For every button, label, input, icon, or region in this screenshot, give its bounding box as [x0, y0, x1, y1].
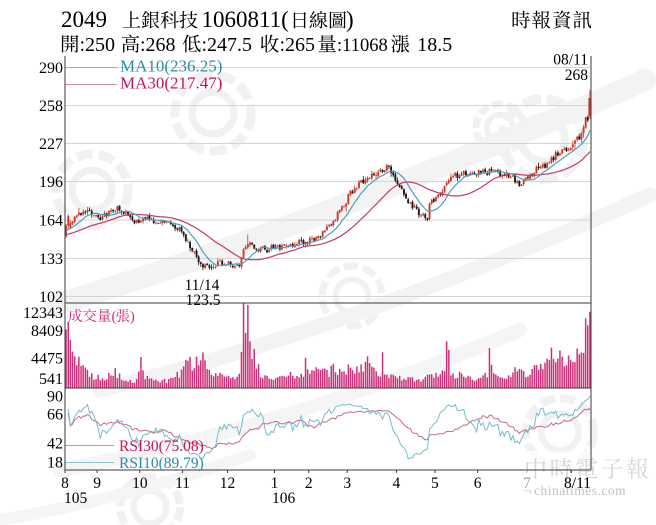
svg-text:12343: 12343 — [23, 305, 63, 322]
svg-text:4: 4 — [393, 475, 401, 492]
svg-text:18: 18 — [47, 455, 63, 472]
svg-text:08/11: 08/11 — [553, 52, 588, 69]
svg-text:90: 90 — [47, 389, 63, 406]
svg-text:(: ( — [112, 309, 117, 325]
svg-text:RSI30(75.08): RSI30(75.08) — [119, 438, 204, 455]
svg-text::250: :250 — [80, 34, 116, 56]
svg-text:1: 1 — [271, 475, 279, 492]
svg-text:): ) — [130, 309, 135, 325]
svg-text:¬: ¬ — [524, 483, 531, 498]
svg-text:258: 258 — [39, 98, 63, 115]
svg-text:9: 9 — [93, 475, 101, 492]
svg-text:2: 2 — [305, 475, 313, 492]
svg-text:3: 3 — [343, 475, 351, 492]
svg-text:66: 66 — [47, 407, 63, 424]
svg-text:123.5: 123.5 — [186, 292, 221, 309]
svg-text:4475: 4475 — [31, 351, 63, 368]
svg-text:133: 133 — [39, 251, 63, 268]
svg-text:102: 102 — [39, 289, 63, 306]
svg-text:42: 42 — [47, 436, 63, 453]
svg-text:1060811(: 1060811( — [202, 7, 289, 32]
svg-text:5: 5 — [431, 475, 439, 492]
svg-text:10: 10 — [132, 475, 148, 492]
svg-text:106: 106 — [272, 490, 296, 507]
svg-text:RSI10(89.79): RSI10(89.79) — [119, 455, 204, 472]
svg-text:8409: 8409 — [31, 323, 63, 340]
svg-text:MA30(217.47): MA30(217.47) — [120, 74, 222, 93]
svg-text:11: 11 — [175, 475, 190, 492]
svg-text::265: :265 — [280, 34, 316, 56]
svg-text:290: 290 — [39, 60, 63, 77]
svg-text::11068: :11068 — [337, 36, 388, 56]
svg-text:164: 164 — [39, 212, 63, 229]
svg-text:196: 196 — [39, 174, 63, 191]
svg-text:2049: 2049 — [61, 7, 107, 32]
svg-text:MA10(236.25): MA10(236.25) — [120, 57, 222, 76]
svg-text:11/14: 11/14 — [185, 277, 220, 294]
svg-text::247.5: :247.5 — [202, 34, 253, 56]
svg-text:227: 227 — [39, 136, 63, 153]
svg-text:12: 12 — [220, 475, 236, 492]
svg-text:8: 8 — [61, 475, 69, 492]
svg-text:6: 6 — [474, 475, 482, 492]
svg-text:268: 268 — [565, 67, 589, 84]
svg-text:8/11: 8/11 — [564, 475, 591, 492]
svg-text::268: :268 — [140, 34, 176, 56]
svg-text:541: 541 — [39, 371, 63, 388]
svg-text:105: 105 — [64, 490, 88, 507]
svg-text:18.5: 18.5 — [417, 34, 452, 56]
svg-text:): ) — [346, 7, 354, 32]
svg-text:chinatimes.com: chinatimes.com — [534, 483, 626, 498]
